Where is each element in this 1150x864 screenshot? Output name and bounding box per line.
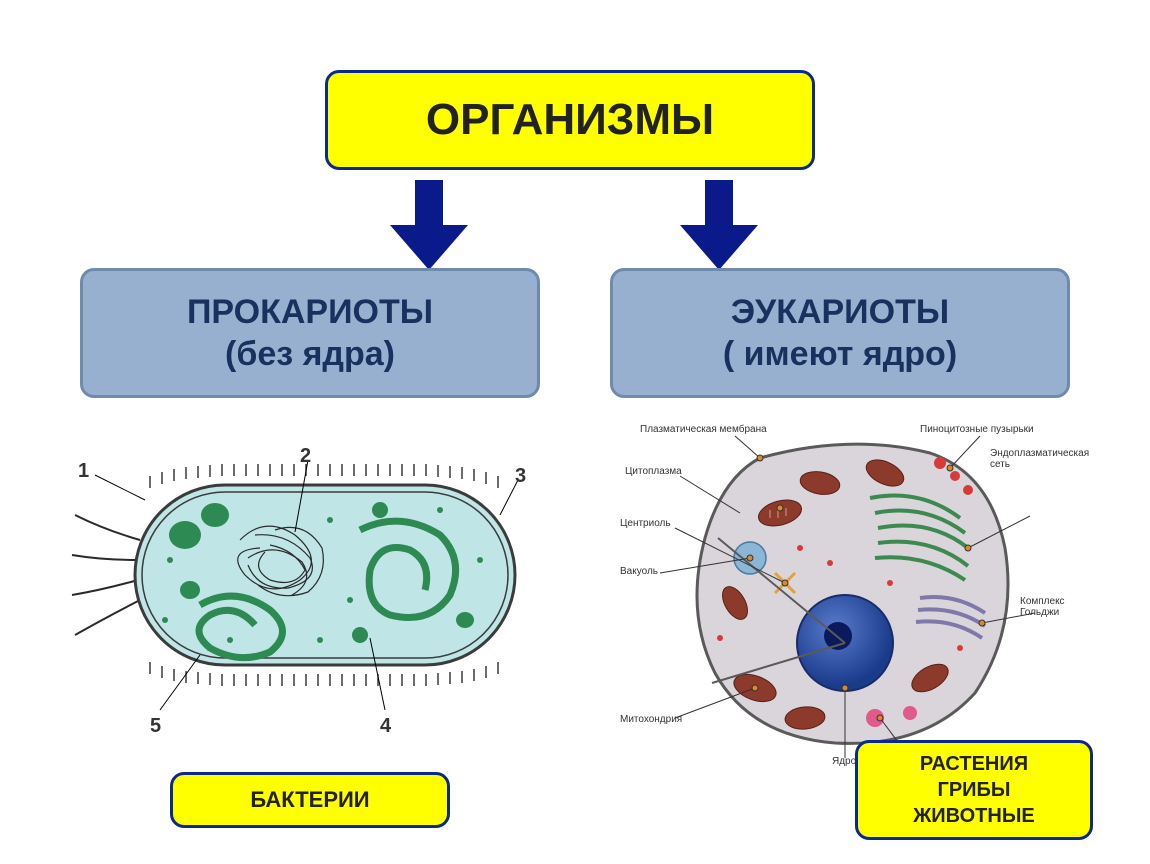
prok-label-3: 3 xyxy=(515,465,526,488)
euk-label-mito: Митохондрия xyxy=(620,714,682,725)
euk-label-er: Эндоплазматическая сеть xyxy=(990,448,1089,470)
euk-label-vacuole: Вакуоль xyxy=(620,566,658,577)
prok-label-1: 1 xyxy=(78,460,89,483)
arrow-left xyxy=(390,180,468,270)
eukaryote-line2: ( имеют ядро) xyxy=(723,333,957,376)
prok-label-2: 2 xyxy=(300,445,311,468)
title-text: ОРГАНИЗМЫ xyxy=(426,95,714,145)
eukaryote-diagram: Плазматическая мембрана Цитоплазма Центр… xyxy=(620,418,1070,768)
prokaryote-line2: (без ядра) xyxy=(225,333,395,376)
prok-label-4: 4 xyxy=(380,715,391,738)
euk-label-pino: Пиноцитозные пузырьки xyxy=(920,424,1034,435)
prokaryote-box: ПРОКАРИОТЫ (без ядра) xyxy=(80,268,540,398)
title-box: ОРГАНИЗМЫ xyxy=(325,70,815,170)
prok-label-5: 5 xyxy=(150,715,161,738)
euk-label-centriole: Центриоль xyxy=(620,518,671,529)
eukaryote-groups-label: РАСТЕНИЯ ГРИБЫ ЖИВОТНЫЕ xyxy=(855,740,1093,840)
arrow-right xyxy=(680,180,758,270)
eukaryote-line1: ЭУКАРИОТЫ xyxy=(731,291,949,334)
euk-label-nucleus: Ядро xyxy=(832,756,856,767)
groups-line2: ГРИБЫ xyxy=(937,777,1010,803)
eukaryote-box: ЭУКАРИОТЫ ( имеют ядро) xyxy=(610,268,1070,398)
prokaryote-diagram: 1 2 3 4 5 xyxy=(70,440,560,740)
groups-line3: ЖИВОТНЫЕ xyxy=(913,803,1035,829)
euk-label-golgi: Комплекс Гольджи xyxy=(1020,596,1065,618)
bacteria-label: БАКТЕРИИ xyxy=(170,772,450,828)
euk-label-cyto: Цитоплазма xyxy=(625,466,682,477)
bacteria-text: БАКТЕРИИ xyxy=(250,787,369,813)
prokaryote-line1: ПРОКАРИОТЫ xyxy=(187,291,433,334)
euk-label-plasma: Плазматическая мембрана xyxy=(640,424,767,435)
groups-line1: РАСТЕНИЯ xyxy=(920,751,1028,777)
